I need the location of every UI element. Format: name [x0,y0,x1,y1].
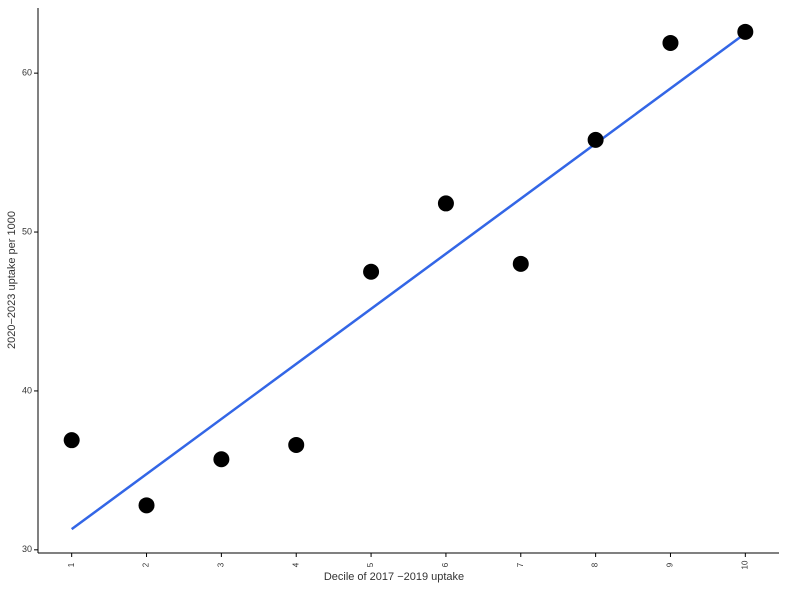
y-tick-label: 30 [22,544,32,554]
point [213,451,230,468]
point [437,195,454,212]
x-tick-label: 8 [591,562,600,567]
fit-line [70,32,747,531]
y-tick-label: 50 [22,226,32,236]
point [63,432,80,449]
y-tick-label: 40 [22,385,32,395]
x-tick-label: 2 [142,562,151,567]
y-axis-title: 2020−2023 uptake per 1000 [6,211,18,349]
x-tick-label: 1 [67,562,76,567]
x-axis-title: Decile of 2017 −2019 uptake [324,571,464,583]
point [662,34,679,51]
x-tick-label: 3 [216,562,225,567]
x-tick-label: 6 [441,562,450,567]
point [138,497,155,514]
y-tick-label: 60 [22,68,32,78]
x-tick-label: 7 [516,562,525,567]
x-tick-label: 9 [666,562,675,567]
point [288,436,305,453]
x-tick-label: 4 [291,562,300,567]
x-tick-label: 10 [740,560,749,569]
x-tick-label: 5 [366,562,375,567]
point [737,23,754,40]
point [363,263,380,280]
point [587,131,604,148]
point [512,255,529,272]
